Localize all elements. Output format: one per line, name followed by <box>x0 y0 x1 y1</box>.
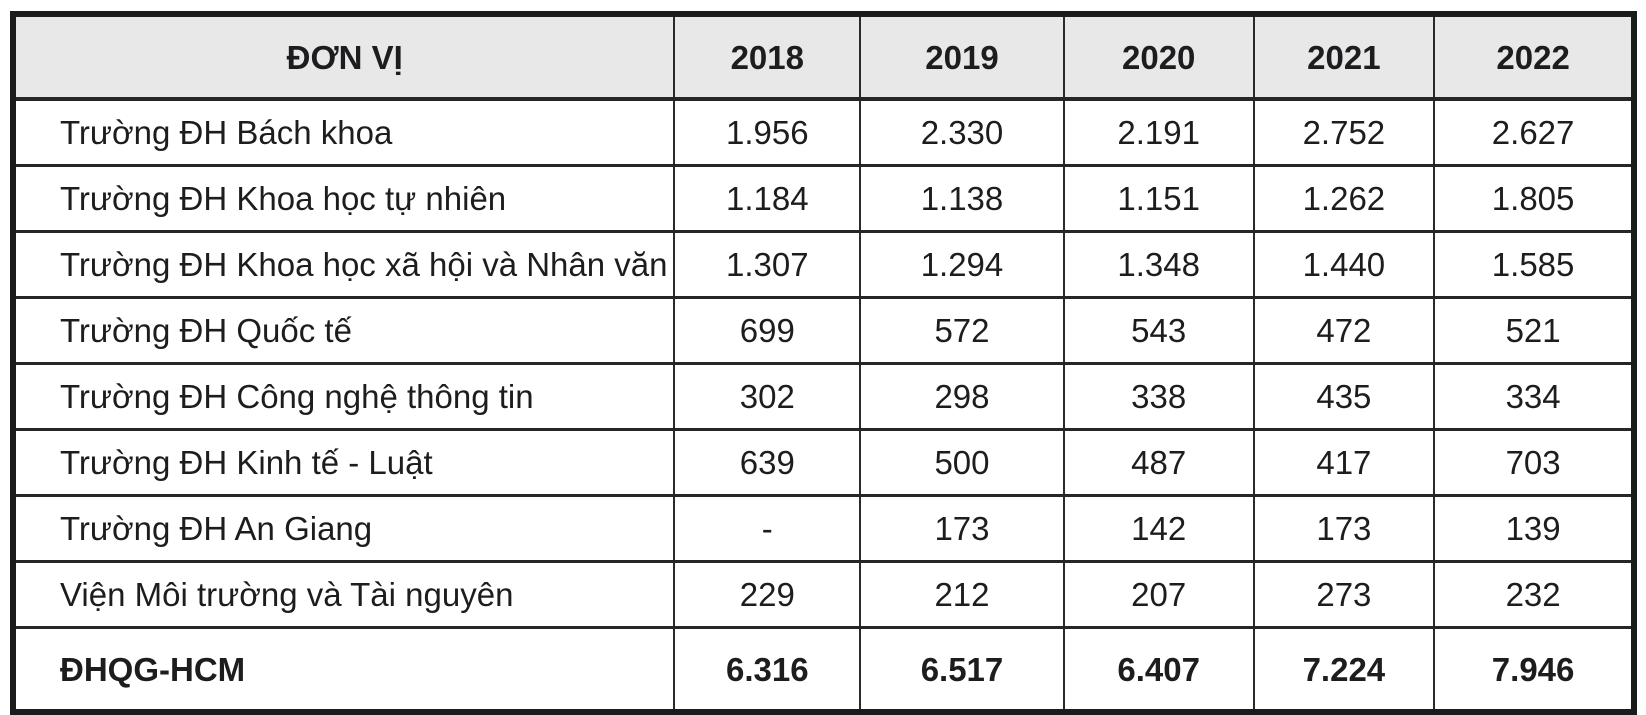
value-cell: 229 <box>673 560 862 629</box>
header-year-2020: 2020 <box>1062 12 1255 101</box>
unit-cell: Trường ĐH Quốc tế <box>11 296 676 365</box>
value-cell: 1.585 <box>1433 230 1635 299</box>
value-cell: 1.805 <box>1433 164 1635 233</box>
value-cell: 1.151 <box>1062 164 1255 233</box>
value-cell: 472 <box>1252 296 1436 365</box>
value-cell: 142 <box>1062 494 1255 563</box>
value-cell: - <box>673 494 862 563</box>
unit-cell: Trường ĐH Công nghệ thông tin <box>11 362 676 431</box>
header-year-2019: 2019 <box>859 12 1065 101</box>
value-cell: 639 <box>673 428 862 497</box>
value-cell: 7.946 <box>1433 626 1635 714</box>
value-cell: 338 <box>1062 362 1255 431</box>
table-row: Trường ĐH Quốc tế 699 572 543 472 521 <box>11 296 1635 365</box>
unit-cell: Trường ĐH Kinh tế - Luật <box>11 428 676 497</box>
unit-cell: Viện Môi trường và Tài nguyên <box>11 560 676 629</box>
value-cell: 435 <box>1252 362 1436 431</box>
value-cell: 212 <box>859 560 1065 629</box>
value-cell: 703 <box>1433 428 1635 497</box>
document-page: { "colors": { "header_bg": "#e8e8e9", "b… <box>10 11 1637 715</box>
value-cell: 207 <box>1062 560 1255 629</box>
value-cell: 699 <box>673 296 862 365</box>
table-row: Trường ĐH Công nghệ thông tin 302 298 33… <box>11 362 1635 431</box>
unit-cell: Trường ĐH An Giang <box>11 494 676 563</box>
value-cell: 487 <box>1062 428 1255 497</box>
value-cell: 232 <box>1433 560 1635 629</box>
value-cell: 7.224 <box>1252 626 1436 714</box>
value-cell: 417 <box>1252 428 1436 497</box>
value-cell: 273 <box>1252 560 1436 629</box>
table-row: Trường ĐH Khoa học xã hội và Nhân văn 1.… <box>11 230 1635 299</box>
value-cell: 1.138 <box>859 164 1065 233</box>
value-cell: 139 <box>1433 494 1635 563</box>
header-year-2021: 2021 <box>1252 12 1436 101</box>
header-year-2022: 2022 <box>1433 12 1635 101</box>
value-cell: 1.294 <box>859 230 1065 299</box>
table-row: Trường ĐH Khoa học tự nhiên 1.184 1.138 … <box>11 164 1635 233</box>
table-row: Viện Môi trường và Tài nguyên 229 212 20… <box>11 560 1635 629</box>
value-cell: 2.330 <box>859 97 1065 167</box>
statistics-table-container: ĐƠN VỊ 2018 2019 2020 2021 2022 Trường Đ… <box>10 11 1637 715</box>
value-cell: 572 <box>859 296 1065 365</box>
statistics-table: ĐƠN VỊ 2018 2019 2020 2021 2022 Trường Đ… <box>10 11 1637 715</box>
value-cell: 298 <box>859 362 1065 431</box>
value-cell: 6.407 <box>1062 626 1255 714</box>
table-row: Trường ĐH Kinh tế - Luật 639 500 487 417… <box>11 428 1635 497</box>
value-cell: 302 <box>673 362 862 431</box>
value-cell: 500 <box>859 428 1065 497</box>
value-cell: 1.184 <box>673 164 862 233</box>
value-cell: 2.627 <box>1433 97 1635 167</box>
unit-cell: ĐHQG-HCM <box>11 626 676 714</box>
value-cell: 6.316 <box>673 626 862 714</box>
value-cell: 543 <box>1062 296 1255 365</box>
table-row: Trường ĐH Bách khoa 1.956 2.330 2.191 2.… <box>11 97 1635 167</box>
value-cell: 173 <box>1252 494 1436 563</box>
unit-cell: Trường ĐH Khoa học xã hội và Nhân văn <box>11 230 676 299</box>
value-cell: 1.956 <box>673 97 862 167</box>
value-cell: 1.348 <box>1062 230 1255 299</box>
value-cell: 1.307 <box>673 230 862 299</box>
table-row: Trường ĐH An Giang - 173 142 173 139 <box>11 494 1635 563</box>
value-cell: 6.517 <box>859 626 1065 714</box>
header-year-2018: 2018 <box>673 12 862 101</box>
unit-cell: Trường ĐH Bách khoa <box>11 97 676 167</box>
header-row: ĐƠN VỊ 2018 2019 2020 2021 2022 <box>11 12 1635 101</box>
value-cell: 2.191 <box>1062 97 1255 167</box>
value-cell: 173 <box>859 494 1065 563</box>
header-unit: ĐƠN VỊ <box>11 12 676 101</box>
value-cell: 2.752 <box>1252 97 1436 167</box>
table-row-total: ĐHQG-HCM 6.316 6.517 6.407 7.224 7.946 <box>11 626 1635 714</box>
value-cell: 334 <box>1433 362 1635 431</box>
unit-cell: Trường ĐH Khoa học tự nhiên <box>11 164 676 233</box>
value-cell: 521 <box>1433 296 1635 365</box>
value-cell: 1.440 <box>1252 230 1436 299</box>
value-cell: 1.262 <box>1252 164 1436 233</box>
